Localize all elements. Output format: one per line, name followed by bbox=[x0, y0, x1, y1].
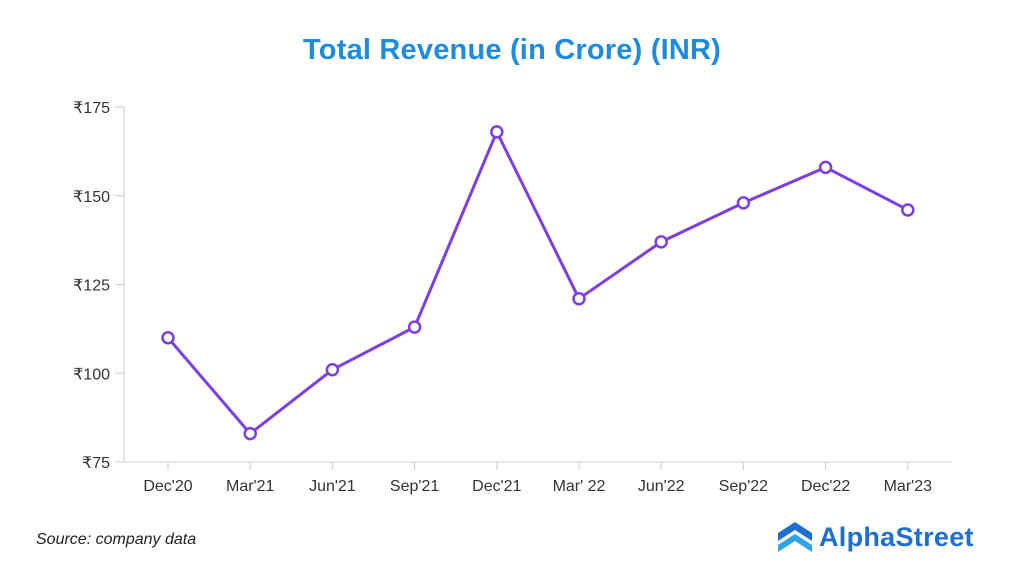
x-tick-label: Jun'21 bbox=[309, 478, 356, 495]
x-tick-label: Jun'22 bbox=[638, 478, 685, 495]
x-tick-label: Dec'20 bbox=[143, 478, 192, 495]
y-tick-label: ₹100 bbox=[73, 366, 110, 383]
x-tick-label: Sep'22 bbox=[719, 478, 768, 495]
y-tick-label: ₹125 bbox=[73, 278, 110, 295]
brand-name: AlphaStreet bbox=[819, 521, 974, 552]
y-tick-label: ₹175 bbox=[73, 100, 110, 117]
y-tick-label: ₹75 bbox=[82, 455, 110, 472]
alphastreet-logo-icon bbox=[778, 522, 812, 552]
x-tick-label: Mar' 22 bbox=[553, 478, 606, 495]
x-axis-ticks: Dec'20 Mar'21 Jun'21 Sep'21 Dec'21 Mar' 22 Jun… bbox=[143, 462, 932, 495]
data-point bbox=[161, 331, 175, 345]
chart-axes bbox=[123, 107, 952, 463]
x-tick-label: Mar'21 bbox=[226, 478, 275, 495]
series-group bbox=[161, 125, 915, 441]
y-axis-ticks: ₹75 ₹100 ₹125 ₹150 ₹175 bbox=[73, 100, 124, 472]
brand-logo: AlphaStreet bbox=[777, 521, 974, 553]
x-tick-label: Sep'21 bbox=[390, 478, 439, 495]
data-point bbox=[901, 203, 915, 217]
data-point bbox=[407, 320, 422, 334]
data-point bbox=[654, 235, 668, 249]
x-tick-label: Dec'21 bbox=[472, 478, 521, 495]
chart-title: Total Revenue (in Crore) (INR) bbox=[303, 34, 721, 66]
data-point bbox=[818, 160, 833, 175]
x-tick-label: Mar'23 bbox=[884, 478, 933, 495]
data-point bbox=[572, 291, 586, 306]
data-point bbox=[243, 426, 257, 441]
y-tick-label: ₹150 bbox=[73, 189, 110, 206]
data-point bbox=[325, 362, 340, 377]
x-tick-label: Dec'22 bbox=[801, 478, 850, 495]
data-point bbox=[490, 125, 504, 139]
series-line bbox=[166, 130, 909, 436]
data-point bbox=[736, 196, 751, 210]
source-note: Source: company data bbox=[36, 531, 197, 548]
